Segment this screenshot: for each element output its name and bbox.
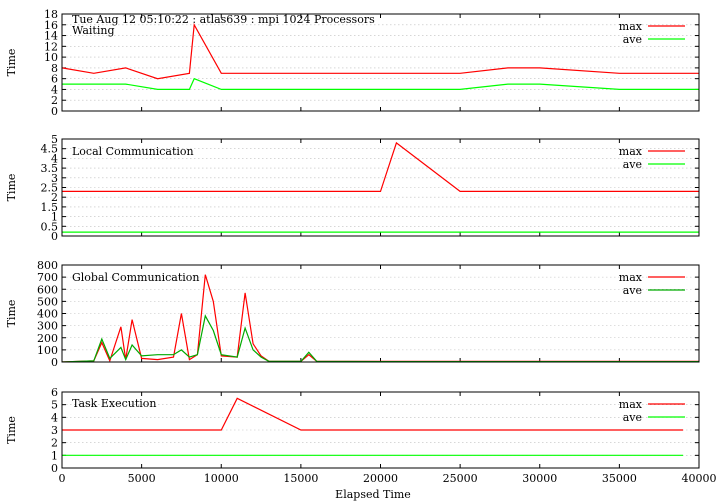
x-tick-label: 40000	[682, 472, 717, 485]
legend-label: ave	[623, 33, 642, 46]
y-tick-label: 200	[37, 332, 58, 345]
y-tick-label: 6	[51, 386, 58, 399]
legend-label: ave	[623, 158, 642, 171]
y-axis-label: Time	[5, 300, 18, 328]
y-tick-label: 4	[51, 152, 58, 165]
plot-frame	[61, 391, 700, 469]
plot-frame	[61, 264, 700, 363]
y-tick-label: 18	[44, 8, 58, 21]
y-tick-label: 4	[51, 411, 58, 424]
x-tick-label: 35000	[602, 472, 637, 485]
series-line-max	[62, 22, 699, 80]
legend-label: ave	[623, 411, 642, 424]
x-tick-label: 20000	[363, 472, 398, 485]
y-tick-label: 4	[51, 83, 58, 96]
y-tick-label: 300	[37, 320, 58, 333]
y-tick-label: 3.5	[41, 162, 59, 175]
y-tick-label: 400	[37, 308, 58, 321]
y-tick-label: 500	[37, 295, 58, 308]
y-tick-label: 2	[51, 94, 58, 107]
y-tick-label: 3	[51, 172, 58, 185]
y-tick-label: 3	[51, 424, 58, 437]
y-tick-label: 1.5	[41, 201, 59, 214]
y-tick-label: 100	[37, 344, 58, 357]
x-tick-label: 15000	[283, 472, 318, 485]
y-tick-label: 2	[51, 437, 58, 450]
y-tick-label: 14	[44, 30, 58, 43]
y-axis-label: Time	[5, 49, 18, 77]
panel-title: Task Execution	[72, 397, 156, 410]
legend-label: max	[619, 271, 643, 284]
y-tick-label: 800	[37, 259, 58, 272]
y-tick-label: 2	[51, 191, 58, 204]
series-line-ave	[62, 314, 699, 362]
series-line-max	[62, 141, 699, 192]
legend-label: max	[619, 20, 643, 33]
y-axis-label: Time	[5, 174, 18, 202]
y-tick-label: 0	[51, 105, 58, 118]
y-tick-label: 16	[44, 19, 58, 32]
series-line-ave	[62, 77, 699, 91]
y-axis-label: Time	[5, 416, 18, 444]
y-tick-label: 10	[44, 51, 58, 64]
legend-label: ave	[623, 284, 642, 297]
y-tick-label: 12	[44, 40, 58, 53]
y-tick-label: 0	[51, 356, 58, 369]
panel-local-communication: 00.511.522.533.544.55 Local Communication…	[5, 133, 700, 243]
panel-title: Local Communication	[72, 145, 194, 158]
plot-frame	[61, 138, 700, 237]
chart-panels: 024681012141618WaitingTimemaxave00.511.5…	[5, 8, 717, 485]
y-tick-label: 700	[37, 271, 58, 284]
y-tick-label: 0	[51, 230, 58, 243]
series-line-max	[62, 397, 684, 431]
plot-frame	[61, 13, 700, 112]
legend-label: max	[619, 398, 643, 411]
x-axis-label: Elapsed Time	[335, 488, 411, 501]
y-tick-label: 0.5	[41, 220, 59, 233]
panel-title: Waiting	[72, 24, 115, 37]
figure-header: Tue Aug 12 05:10:22 : atlas639 : mpi 102…	[72, 13, 375, 26]
y-tick-label: 2.5	[41, 182, 59, 195]
legend-label: max	[619, 145, 643, 158]
panel-title: Global Communication	[72, 271, 200, 284]
y-tick-label: 6	[51, 73, 58, 86]
x-tick-label: 30000	[522, 472, 557, 485]
y-tick-label: 4.5	[41, 143, 59, 156]
x-tick-label: 10000	[204, 472, 239, 485]
y-tick-label: 8	[51, 62, 58, 75]
y-tick-label: 5	[51, 399, 58, 412]
y-tick-label: 1	[51, 211, 58, 224]
series-line-max	[62, 274, 699, 362]
y-tick-label: 1	[51, 449, 58, 462]
y-tick-label: 0	[51, 462, 58, 475]
y-tick-label: 600	[37, 283, 58, 296]
x-tick-label: 0	[59, 472, 66, 485]
y-tick-label: 5	[51, 133, 58, 146]
x-tick-label: 5000	[128, 472, 156, 485]
x-tick-label: 25000	[443, 472, 478, 485]
